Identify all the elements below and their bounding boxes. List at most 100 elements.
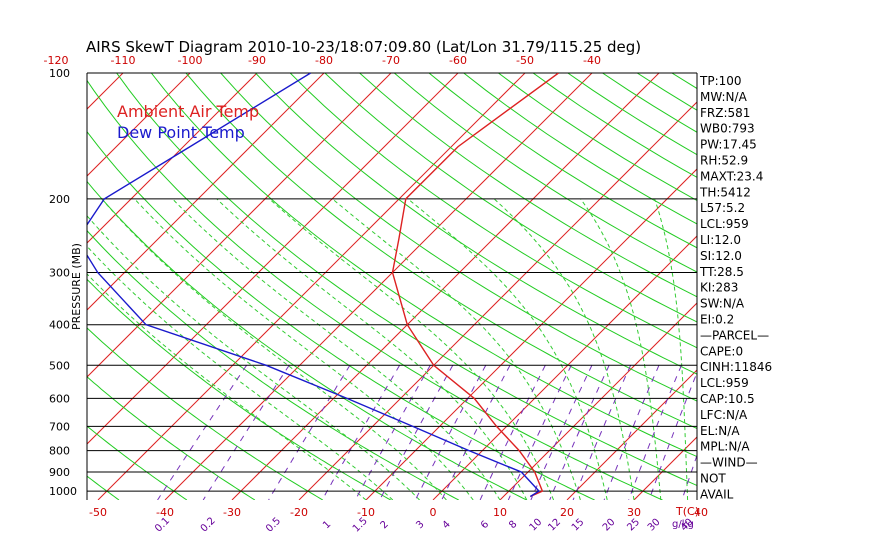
dry-adiabat-line: [776, 73, 870, 500]
dry-adiabat-line: [428, 73, 697, 249]
top-temp-tick-label: -90: [248, 54, 266, 67]
mixing-ratio-line: [321, 365, 401, 500]
dry-adiabat-line: [116, 73, 697, 487]
mixing-ratio-label: 6: [479, 519, 491, 531]
profile-lines: [87, 73, 559, 498]
mixing-ratio-line: [507, 365, 572, 500]
chart-title: AIRS SkewT Diagram 2010-10-23/18:07:09.8…: [86, 38, 641, 56]
stat-line: RH:52.9: [700, 154, 748, 168]
isotherm-line: [432, 235, 697, 500]
isotherm-line: [298, 101, 697, 500]
isotherm-line: [97, 73, 526, 500]
mixing-ratio-line: [414, 365, 487, 500]
stat-line: SW:N/A: [700, 297, 745, 311]
mixing-ratio-line: [530, 365, 593, 500]
dry-adiabat-line: [845, 73, 870, 500]
stat-line: AVAIL: [700, 487, 734, 501]
mixing-ratio-line: [441, 365, 511, 500]
stat-line: FRZ:581: [700, 106, 750, 120]
bottom-temp-tick-label: -10: [357, 506, 375, 519]
bottom-temp-tick-label: 30: [627, 506, 641, 519]
bottom-temp-tick-label: -20: [290, 506, 308, 519]
pressure-tick-label: 600: [49, 392, 70, 405]
mixing-ratio-label: 2: [379, 519, 391, 531]
bottom-temp-tick-label: 20: [560, 506, 574, 519]
isobar-lines: [87, 72, 697, 492]
mixing-ratio-label: 15: [570, 517, 587, 534]
isotherm-line: [87, 73, 392, 378]
mixing-ratio-label: 30: [646, 517, 663, 534]
moist-adiabat-line: [134, 198, 474, 500]
dry-adiabat-line: [87, 475, 120, 500]
mixing-ratio-label: 10: [528, 517, 545, 534]
isotherm-line: [87, 73, 124, 110]
mixing-ratio-line: [681, 453, 697, 500]
dry-adiabat-line: [87, 327, 324, 500]
pressure-tick-label: 800: [49, 445, 70, 458]
mixing-ratio-line: [157, 365, 248, 500]
mixing-ratio-line: [603, 365, 660, 500]
stat-line: LCL:959: [700, 217, 749, 231]
stat-line: TH:5412: [699, 185, 751, 199]
moist-adiabat-line: [407, 198, 608, 500]
moist-adiabat-line: [87, 273, 367, 500]
dry-adiabat-line: [255, 73, 697, 375]
isotherm-line: [499, 302, 697, 500]
dry-adiabat-line: [185, 73, 697, 430]
isotherm-line: [835, 73, 870, 500]
legend-ambient-air-temp: Ambient Air Temp: [117, 102, 259, 121]
top-temp-tick-labels: -120 -110 -100 -90 -80 -70 -60 -50 -40: [44, 54, 601, 67]
mixing-ratio-line: [572, 365, 632, 500]
dry-adiabat-line: [324, 73, 697, 323]
top-temp-tick-label: -80: [315, 54, 333, 67]
mixing-ratio-label: 8: [507, 519, 519, 531]
grid-lines: [87, 73, 870, 500]
mixing-ratio-label: 12: [546, 517, 563, 534]
mixing-unit-label: g/kg: [672, 519, 694, 530]
dry-adiabat-line: [87, 180, 527, 500]
mixing-ratio-label: 25: [625, 517, 642, 534]
y-axis-label: PRESSURE (MB): [70, 243, 83, 330]
stat-line: —PARCEL—: [700, 328, 769, 342]
bottom-temp-tick-label: 10: [493, 506, 507, 519]
mixing-ratio-line: [379, 365, 454, 500]
pressure-tick-label: 700: [49, 420, 70, 433]
top-temp-tick-label: -50: [516, 54, 534, 67]
pressure-tick-label: 500: [49, 359, 70, 372]
isotherm-line: [164, 73, 593, 500]
mixing-ratio-line: [354, 365, 431, 500]
stat-line: L57:5.2: [700, 201, 745, 215]
mixing-ratio-label: 4: [441, 519, 453, 531]
stat-line: MAXT:23.4: [700, 169, 763, 183]
stat-line: CAP:10.5: [700, 392, 755, 406]
mixing-ratio-label: 1: [321, 519, 333, 531]
ambient-air-temp-line: [391, 73, 559, 498]
dry-adiabat-line: [87, 229, 459, 500]
isotherm-line: [768, 73, 870, 500]
mixing-ratio-label: 20: [601, 517, 618, 534]
dry-adiabat-line: [811, 73, 870, 500]
stat-line: LFC:N/A: [700, 408, 748, 422]
dry-adiabat-line: [87, 376, 256, 500]
moist-adiabat-line: [101, 198, 447, 500]
stat-line: KI:283: [700, 281, 738, 295]
top-temp-tick-label: -70: [382, 54, 400, 67]
dry-adiabat-line: [220, 73, 697, 402]
moist-adiabat-line: [172, 198, 501, 500]
stat-line: WB0:793: [700, 122, 755, 136]
bottom-temp-tick-label: 40: [694, 506, 708, 519]
stat-line: MW:N/A: [700, 90, 748, 104]
mixing-ratio-line: [549, 365, 610, 500]
bottom-temp-tick-label: -30: [223, 506, 241, 519]
moist-adiabat-line: [268, 198, 555, 500]
stat-line: CINH:11846: [700, 360, 772, 374]
top-temp-tick-label: -110: [111, 54, 136, 67]
top-temp-tick-label: -120: [44, 54, 69, 67]
moist-adiabat-line: [580, 198, 662, 500]
stats-panel: TP:100 MW:N/A FRZ:581 WB0:793 PW:17.45 RH:52.…: [699, 74, 772, 501]
stat-line: CAPE:0: [700, 344, 743, 358]
legend-dew-point-temp: Dew Point Temp: [117, 123, 245, 142]
dry-adiabat-line: [498, 73, 697, 202]
stat-line: EL:N/A: [700, 424, 740, 438]
pressure-tick-label: 1000: [49, 485, 77, 498]
